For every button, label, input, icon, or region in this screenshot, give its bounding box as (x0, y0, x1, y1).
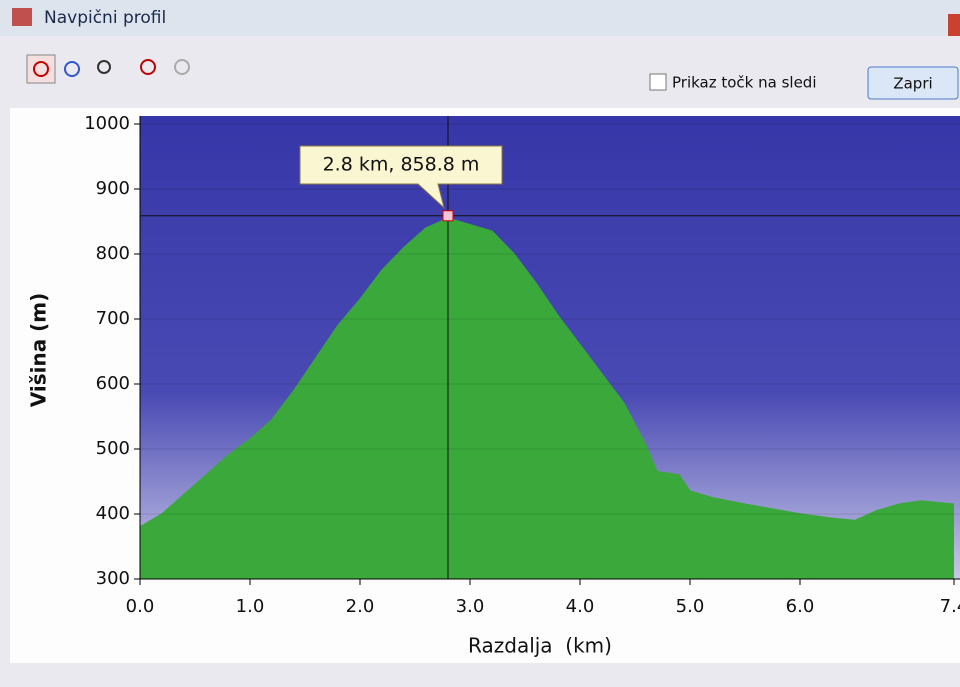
title-bar (0, 0, 960, 36)
x-tick-label: 7.4 (940, 596, 960, 617)
app-icon (12, 8, 32, 26)
x-axis-title: Razdalja (km) (468, 634, 612, 658)
crosshair-point (442, 210, 454, 222)
button-label: Zapri (893, 75, 932, 93)
tool-icon (33, 61, 49, 77)
area-line (139, 217, 955, 528)
x-tick-label: 5.0 (676, 596, 705, 617)
area-fill (140, 218, 954, 579)
x-tick-label: 2.0 (346, 596, 375, 617)
tool-zoom-box[interactable] (97, 60, 111, 74)
checkbox[interactable] (649, 73, 667, 91)
x-tick-label: 1.0 (236, 596, 265, 617)
toolbar (26, 54, 190, 84)
x-tick-label: 3.0 (456, 596, 485, 617)
y-tick-label: 400 (96, 503, 130, 524)
checkbox-label: Prikaz točk na sledi (672, 74, 817, 92)
window-title: Navpični profil (44, 8, 166, 28)
y-tick-label: 500 (96, 438, 130, 459)
close-btn[interactable] (867, 66, 959, 100)
tooltip-box (299, 145, 503, 210)
tool-zoom-in[interactable] (140, 59, 156, 75)
x-tick-label: 0.0 (126, 596, 155, 617)
y-tick-label: 800 (96, 243, 130, 264)
tooltip: 2.8 km, 858.8 m (323, 154, 480, 176)
close-button[interactable] (948, 14, 960, 36)
y-axis-title: Višina (m) (27, 293, 51, 408)
y-tick-label: 700 (96, 308, 130, 329)
tool-zoom-out[interactable] (174, 59, 190, 75)
x-tick-label: 6.0 (786, 596, 815, 617)
x-tick-label: 4.0 (566, 596, 595, 617)
y-tick-label: 600 (96, 373, 130, 394)
y-tick-label: 900 (96, 178, 130, 199)
tool-select[interactable] (26, 54, 56, 84)
y-tick-label: 1000 (84, 113, 130, 134)
tool-pan[interactable] (64, 61, 80, 77)
y-tick-label: 300 (96, 568, 130, 589)
